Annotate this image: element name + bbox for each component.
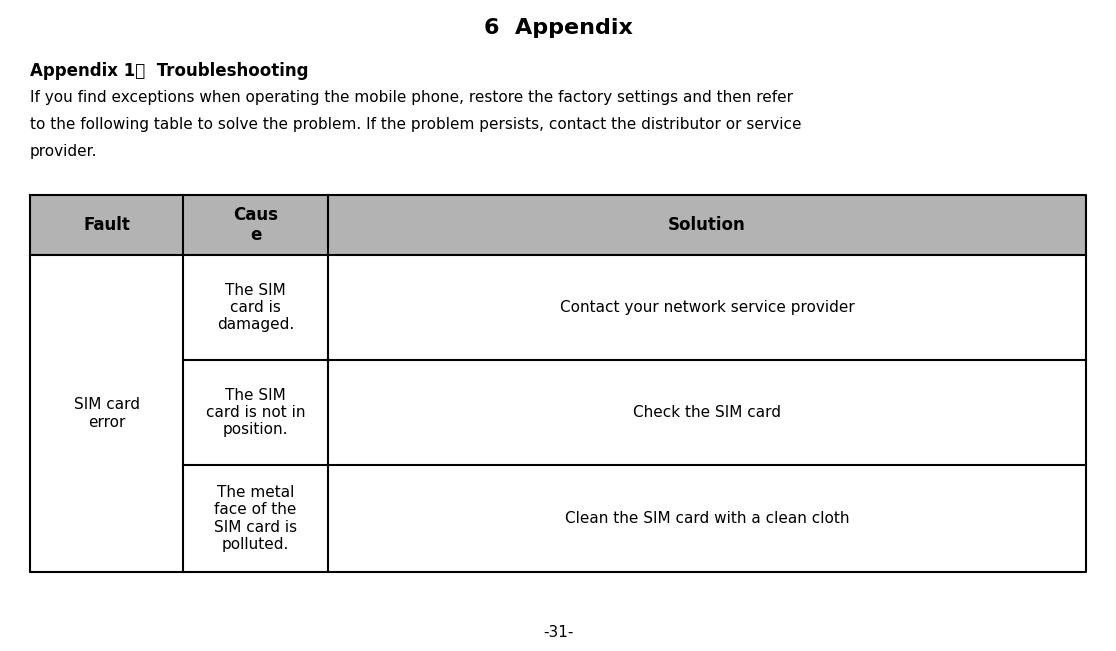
Text: Appendix 1：  Troubleshooting: Appendix 1： Troubleshooting [30,62,308,80]
Bar [30,195,1086,255]
Text: SIM card
error: SIM card error [74,397,140,430]
Text: Check the SIM card: Check the SIM card [633,405,781,420]
Text: to the following table to solve the problem. If the problem persists, contact th: to the following table to solve the prob… [30,117,801,132]
Text: -31-: -31- [542,625,574,640]
Text: Caus
e: Caus e [233,206,278,244]
Text: If you find exceptions when operating the mobile phone, restore the factory sett: If you find exceptions when operating th… [30,90,793,105]
Text: Contact your network service provider: Contact your network service provider [559,300,855,315]
Text: 6  Appendix: 6 Appendix [483,18,633,38]
Text: Fault: Fault [83,216,129,234]
Text: provider.: provider. [30,144,97,159]
Text: The SIM
card is not in
position.: The SIM card is not in position. [205,387,306,437]
Text: Solution: Solution [668,216,745,234]
Text: The SIM
card is
damaged.: The SIM card is damaged. [217,283,295,333]
Text: The metal
face of the
SIM card is
polluted.: The metal face of the SIM card is pollut… [214,485,297,552]
Text: Clean the SIM card with a clean cloth: Clean the SIM card with a clean cloth [565,511,849,526]
